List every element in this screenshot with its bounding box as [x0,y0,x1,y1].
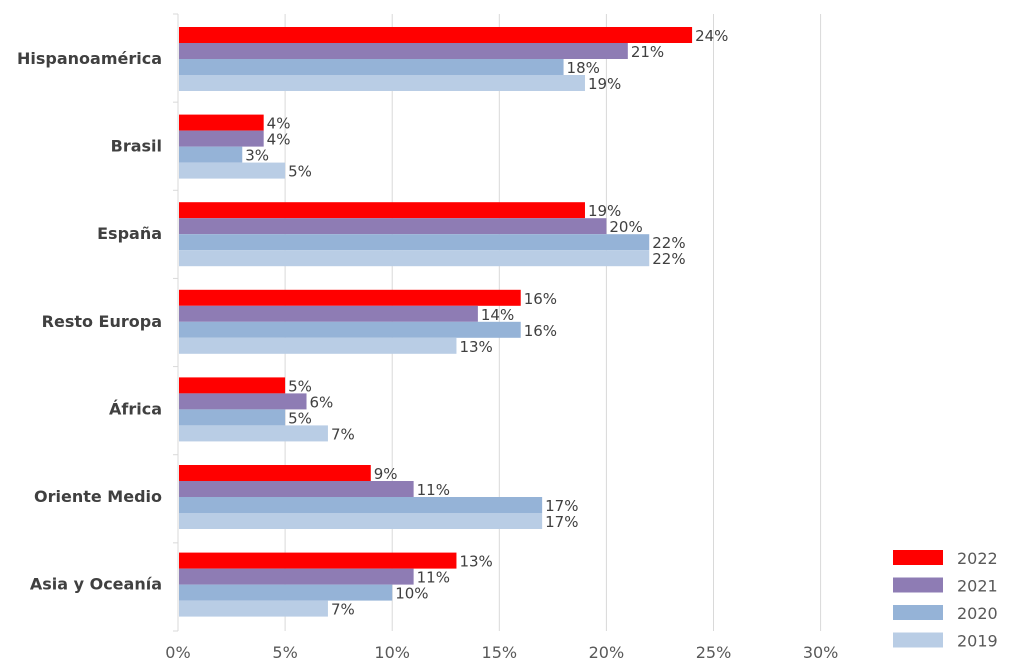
bar [179,377,286,394]
data-label: 6% [310,393,334,411]
x-tick-labels: 0% 5% 10% 15% 20% 25% 30% [165,643,838,662]
data-label: 13% [459,553,492,571]
legend-swatch [893,577,943,593]
y-axis [173,13,179,632]
category-label: Hispanoamérica [17,49,162,68]
legend-label: 2019 [957,632,998,651]
x-tick-label: 20% [589,643,625,662]
legend: 2022 2021 2020 2019 [893,549,998,651]
category-label: Resto Europa [42,312,162,331]
legend-swatch [893,550,943,565]
bar [179,513,543,529]
data-label: 10% [395,585,428,603]
data-label: 11% [417,481,450,499]
bar [179,497,543,513]
data-label: 19% [588,75,621,93]
bar [179,75,585,91]
x-tick-label: 30% [803,643,839,662]
bar [179,584,393,601]
data-label: 22% [652,250,685,268]
bar [179,465,371,481]
data-label: 4% [267,131,291,149]
bar [179,162,286,179]
data-label: 17% [545,497,578,515]
category-label: África [109,399,162,418]
bar [179,552,457,569]
data-label: 19% [588,202,621,220]
bar [179,202,585,219]
data-label: 7% [331,601,355,619]
bar [179,130,264,147]
bar [179,146,243,163]
x-tick-label: 15% [482,643,518,662]
data-label: 5% [288,377,312,395]
category-label: Oriente Medio [34,487,162,506]
data-labels: 24%21%18%19%4%4%3%5%19%20%22%22%16%14%16… [245,27,728,619]
data-label: 24% [695,27,728,45]
legend-swatch [893,605,943,620]
category-labels: Hispanoamérica Brasil España Resto Europa Áf… [17,49,162,594]
category-label: Asia y Oceanía [30,575,162,594]
bar [179,218,607,235]
data-label: 5% [288,409,312,427]
bar [179,409,286,426]
bar [179,289,521,306]
data-label: 3% [245,147,269,165]
bars [179,27,693,617]
bar [179,321,521,338]
bar [179,59,564,75]
legend-label: 2021 [957,577,998,596]
x-tick-label: 10% [374,643,410,662]
data-label: 18% [567,59,600,77]
bar [179,27,693,43]
data-label: 20% [609,218,642,236]
bar [179,481,414,497]
data-label: 5% [288,163,312,181]
bar [179,43,628,59]
bar [179,393,307,410]
data-label: 14% [481,306,514,324]
data-label: 22% [652,234,685,252]
category-label: Brasil [111,137,162,156]
legend-label: 2020 [957,604,998,623]
data-label: 21% [631,43,664,61]
legend-label: 2022 [957,549,998,568]
bar [179,337,457,354]
legend-swatch [893,632,943,648]
bar [179,234,650,251]
x-tick-label: 25% [696,643,732,662]
bar [179,568,414,585]
data-label: 4% [267,115,291,133]
bar [179,250,650,267]
category-label: España [97,224,162,243]
bar [179,305,478,322]
bar [179,114,264,131]
data-label: 17% [545,513,578,531]
data-label: 7% [331,425,355,443]
data-label: 16% [524,322,557,340]
data-label: 13% [459,338,492,356]
data-label: 16% [524,290,557,308]
bar [179,600,328,617]
data-label: 9% [374,465,398,483]
x-tick-label: 0% [165,643,190,662]
bar [179,425,328,442]
data-label: 11% [417,569,450,587]
x-tick-label: 5% [272,643,297,662]
